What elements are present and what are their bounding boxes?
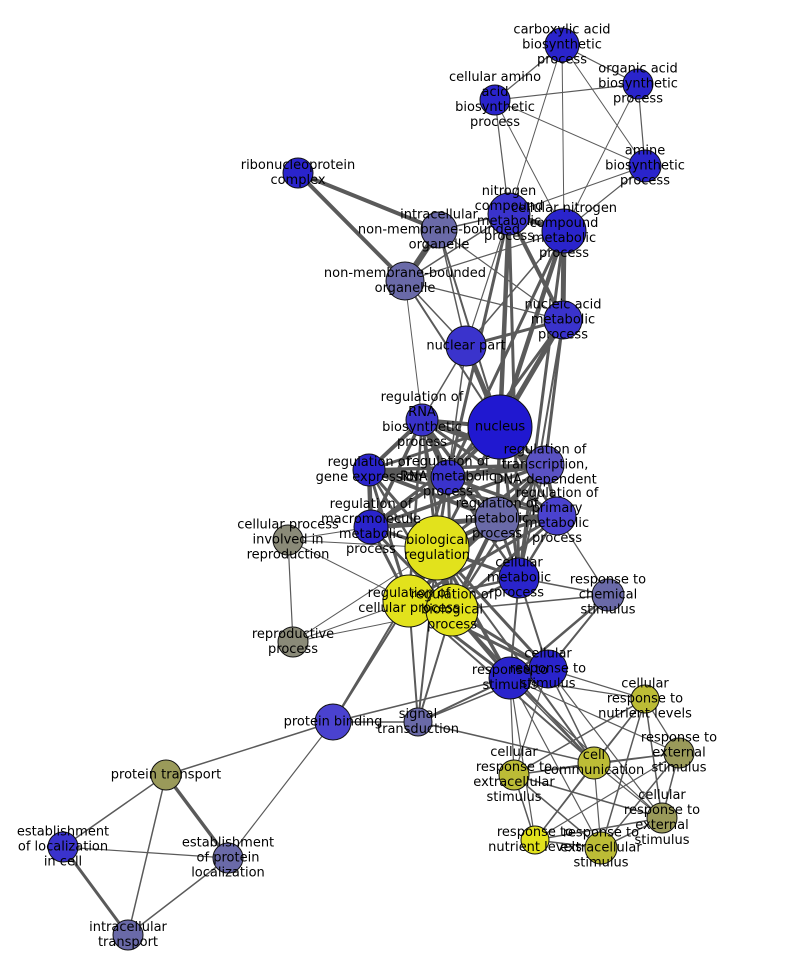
- graph-edge: [494, 99, 565, 232]
- graph-node-regulation_of_metabolic_process[interactable]: [474, 496, 520, 542]
- graph-node-regulation_of_rna_biosynthetic_process[interactable]: [405, 403, 439, 437]
- graph-node-response_to_stimulus[interactable]: [488, 656, 532, 700]
- graph-edge: [497, 211, 512, 430]
- graph-node-nucleus[interactable]: [467, 394, 533, 460]
- graph-edge: [513, 774, 602, 849]
- graph-node-intracellular_transport[interactable]: [112, 919, 144, 951]
- graph-edge: [438, 229, 564, 321]
- graph-edge: [61, 845, 130, 937]
- graph-edge: [417, 721, 595, 764]
- graph-edge: [447, 345, 467, 478]
- graph-node-regulation_of_rna_metabolic_process[interactable]: [430, 459, 466, 495]
- graph-node-signal_transduction[interactable]: [403, 707, 433, 737]
- graph-edge: [127, 857, 229, 936]
- graph-edge: [644, 698, 663, 819]
- graph-edge: [127, 774, 167, 936]
- edge-layer: [61, 44, 680, 937]
- graph-node-cellular_response_to_extracellular_stimulus[interactable]: [498, 759, 530, 791]
- graph-edge: [404, 280, 423, 421]
- graph-edge: [164, 773, 230, 860]
- graph-node-cellular_nitrogen_compound_metabolic_process[interactable]: [541, 208, 587, 254]
- graph-node-protein_binding[interactable]: [314, 703, 352, 741]
- graph-edge: [287, 539, 294, 643]
- graph-node-organic_acid_biosynthetic_process[interactable]: [622, 68, 654, 100]
- graph-edge: [465, 213, 510, 347]
- graph-node-establishment_of_protein_localization[interactable]: [212, 842, 244, 874]
- graph-edge: [509, 677, 602, 849]
- graph-edge: [543, 318, 565, 467]
- graph-node-regulation_of_primary_metabolic_process[interactable]: [537, 496, 577, 536]
- graph-edge: [561, 44, 565, 232]
- graph-node-regulation_of_macromolecule_metabolic_process[interactable]: [353, 509, 389, 545]
- graph-edge: [165, 721, 334, 776]
- graph-edge: [369, 463, 547, 529]
- graph-node-amine_biosynthetic_process[interactable]: [628, 149, 662, 183]
- graph-edge: [534, 752, 680, 841]
- graph-node-response_to_extracellular_stimulus[interactable]: [584, 831, 618, 865]
- graph-node-establishment_of_localization_in_cell[interactable]: [47, 831, 79, 863]
- graph-node-reproductive_process[interactable]: [277, 626, 309, 658]
- graph-edge: [465, 230, 565, 347]
- graph-edge: [509, 677, 646, 700]
- graph-edge: [62, 774, 167, 848]
- graph-node-regulation_of_gene_expression[interactable]: [352, 453, 386, 487]
- graph-edge: [404, 280, 564, 321]
- graph-edge: [547, 668, 663, 819]
- graph-node-protein_transport[interactable]: [150, 759, 182, 791]
- graph-node-cellular_process_involved_in_reproduction[interactable]: [272, 524, 304, 556]
- graph-edge: [563, 83, 639, 232]
- graph-node-response_to_chemical_stimulus[interactable]: [591, 578, 625, 612]
- graph-edge: [62, 846, 229, 859]
- graph-node-cellular_metabolic_process[interactable]: [498, 557, 540, 599]
- graph-node-response_to_nutrient_levels[interactable]: [520, 825, 550, 855]
- graph-node-regulation_of_biological_process[interactable]: [425, 583, 479, 637]
- graph-node-cellular_response_to_nutrient_levels[interactable]: [630, 684, 660, 714]
- graph-node-cellular_response_to_stimulus[interactable]: [528, 649, 568, 689]
- graph-edge: [296, 171, 407, 283]
- graph-edge: [367, 468, 559, 518]
- graph-edge: [513, 698, 646, 776]
- graph-node-nuclear_part[interactable]: [445, 325, 487, 367]
- graph-edge: [508, 44, 563, 215]
- graph-node-response_to_external_stimulus[interactable]: [663, 737, 695, 769]
- graph-edge: [508, 165, 646, 215]
- graph-edge: [404, 230, 565, 282]
- graph-node-cellular_response_to_external_stimulus[interactable]: [646, 802, 678, 834]
- graph-node-cell_communication[interactable]: [577, 746, 611, 780]
- graph-edge: [296, 171, 441, 232]
- graph-node-biological_regulation[interactable]: [404, 515, 470, 581]
- graph-node-nucleic_acid_metabolic_process[interactable]: [543, 300, 583, 340]
- graph-node-cellular_amino_acid_biosynthetic_process[interactable]: [479, 84, 511, 116]
- graph-edge: [332, 677, 511, 723]
- graph-node-non_membrane_bounded_organelle[interactable]: [385, 261, 425, 301]
- graph-node-carboxylic_acid_biosynthetic_process[interactable]: [544, 27, 580, 63]
- node-layer: [47, 27, 695, 951]
- graph-edge: [494, 83, 639, 101]
- graph-edge: [436, 547, 595, 764]
- graph-edge: [509, 677, 536, 841]
- graph-edge: [227, 721, 334, 859]
- graph-edge: [534, 817, 663, 841]
- graph-node-regulation_of_transcription_dna_dependent[interactable]: [525, 445, 565, 485]
- graph-node-ribonucleoprotein_complex[interactable]: [282, 157, 314, 189]
- graph-edge: [494, 99, 646, 167]
- graph-node-nitrogen_compound_metabolic_process[interactable]: [487, 192, 531, 236]
- graph-edge: [561, 44, 646, 167]
- graph-node-intracellular_non_membrane_bounded_organelle[interactable]: [420, 211, 458, 249]
- graph-edge: [513, 774, 663, 819]
- graph-edge: [367, 468, 499, 521]
- graph-edge: [600, 698, 646, 849]
